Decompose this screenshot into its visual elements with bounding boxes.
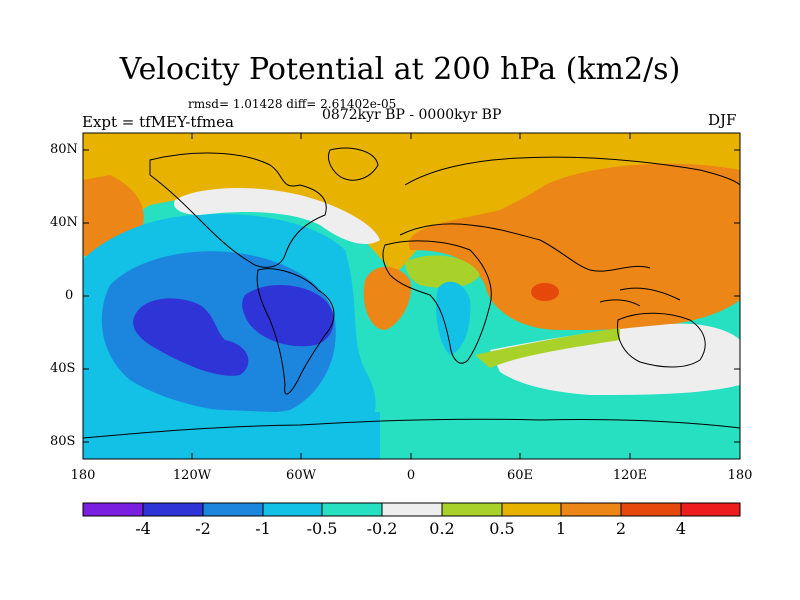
stats-text: rmsd= 1.01428 diff= 2.61402e-05	[188, 97, 397, 111]
coast-africa	[382, 240, 492, 364]
contour-band-neg2-a	[133, 298, 249, 376]
coast-antarctica	[83, 418, 740, 439]
coastlines	[83, 147, 740, 439]
colorbar-box-6	[442, 503, 502, 516]
lat-label-40n: 40N	[50, 215, 78, 230]
lat-label-0: 0	[65, 288, 74, 303]
contour-band-0.5	[83, 133, 740, 275]
colorbar-box-2	[203, 503, 263, 516]
coast-indonesia	[599, 287, 681, 307]
colorbar-box-7	[502, 503, 561, 516]
colorbar-label: 0.2	[429, 519, 455, 538]
contour-band-neg2-b	[242, 284, 334, 347]
contour-band-neutral-west	[174, 188, 380, 245]
colorbar-label: 2	[615, 519, 627, 538]
colorbar-box-0	[83, 503, 143, 516]
colorbar-box-10	[681, 503, 740, 516]
colorbar-box-1	[143, 503, 203, 516]
colorbar-label: -2	[195, 519, 211, 538]
contour-band-0.2-south	[475, 328, 620, 368]
lat-label-40s: 40S	[50, 361, 76, 376]
coast-europe-asia	[399, 156, 740, 272]
lon-label-180w: 180	[70, 468, 96, 483]
season-label: DJF	[708, 111, 737, 129]
lat-label-80s: 80S	[50, 434, 76, 449]
colorbar-box-4	[322, 503, 382, 516]
lon-label-180e: 180	[727, 468, 753, 483]
contour-field	[83, 133, 740, 459]
coast-north-america	[149, 152, 327, 268]
coast-australia	[616, 312, 706, 368]
contour-band-1-ne	[408, 163, 740, 330]
contour-band-neg0.5-africa	[436, 281, 471, 355]
lon-label-60e: 60E	[506, 468, 534, 483]
period-text: 0872kyr BP - 0000kyr BP	[322, 107, 502, 123]
colorbar-label: -0.5	[306, 519, 338, 538]
lon-label-60w: 60W	[286, 468, 316, 483]
contour-band-0.2-africa	[405, 255, 480, 288]
colorbar-box-8	[561, 503, 621, 516]
coast-south-america	[256, 268, 335, 395]
lon-label-120w: 120W	[172, 468, 212, 483]
colorbar-box-3	[263, 503, 322, 516]
contour-band-south-lightblue	[83, 400, 380, 459]
tick-marks	[83, 133, 740, 459]
lon-label-0: 0	[406, 468, 416, 483]
contour-band-2	[531, 283, 559, 301]
colorbar	[82, 502, 741, 517]
colorbar-label: 4	[675, 519, 687, 538]
colorbar-label: -4	[135, 519, 151, 538]
figure-title: Velocity Potential at 200 hPa (km2/s)	[119, 52, 681, 87]
colorbar-label: 1	[555, 519, 567, 538]
lat-label-80n: 80N	[50, 142, 78, 157]
experiment-label: Expt = tfMEY-tfmea	[82, 113, 234, 131]
colorbar-label: -1	[255, 519, 271, 538]
coast-greenland	[327, 147, 379, 181]
colorbar-box-9	[621, 503, 681, 516]
colorbar-label: -0.2	[366, 519, 398, 538]
colorbar-box-5	[382, 503, 442, 516]
lon-label-120e: 120E	[612, 468, 648, 483]
colorbar-label: 0.5	[489, 519, 515, 538]
